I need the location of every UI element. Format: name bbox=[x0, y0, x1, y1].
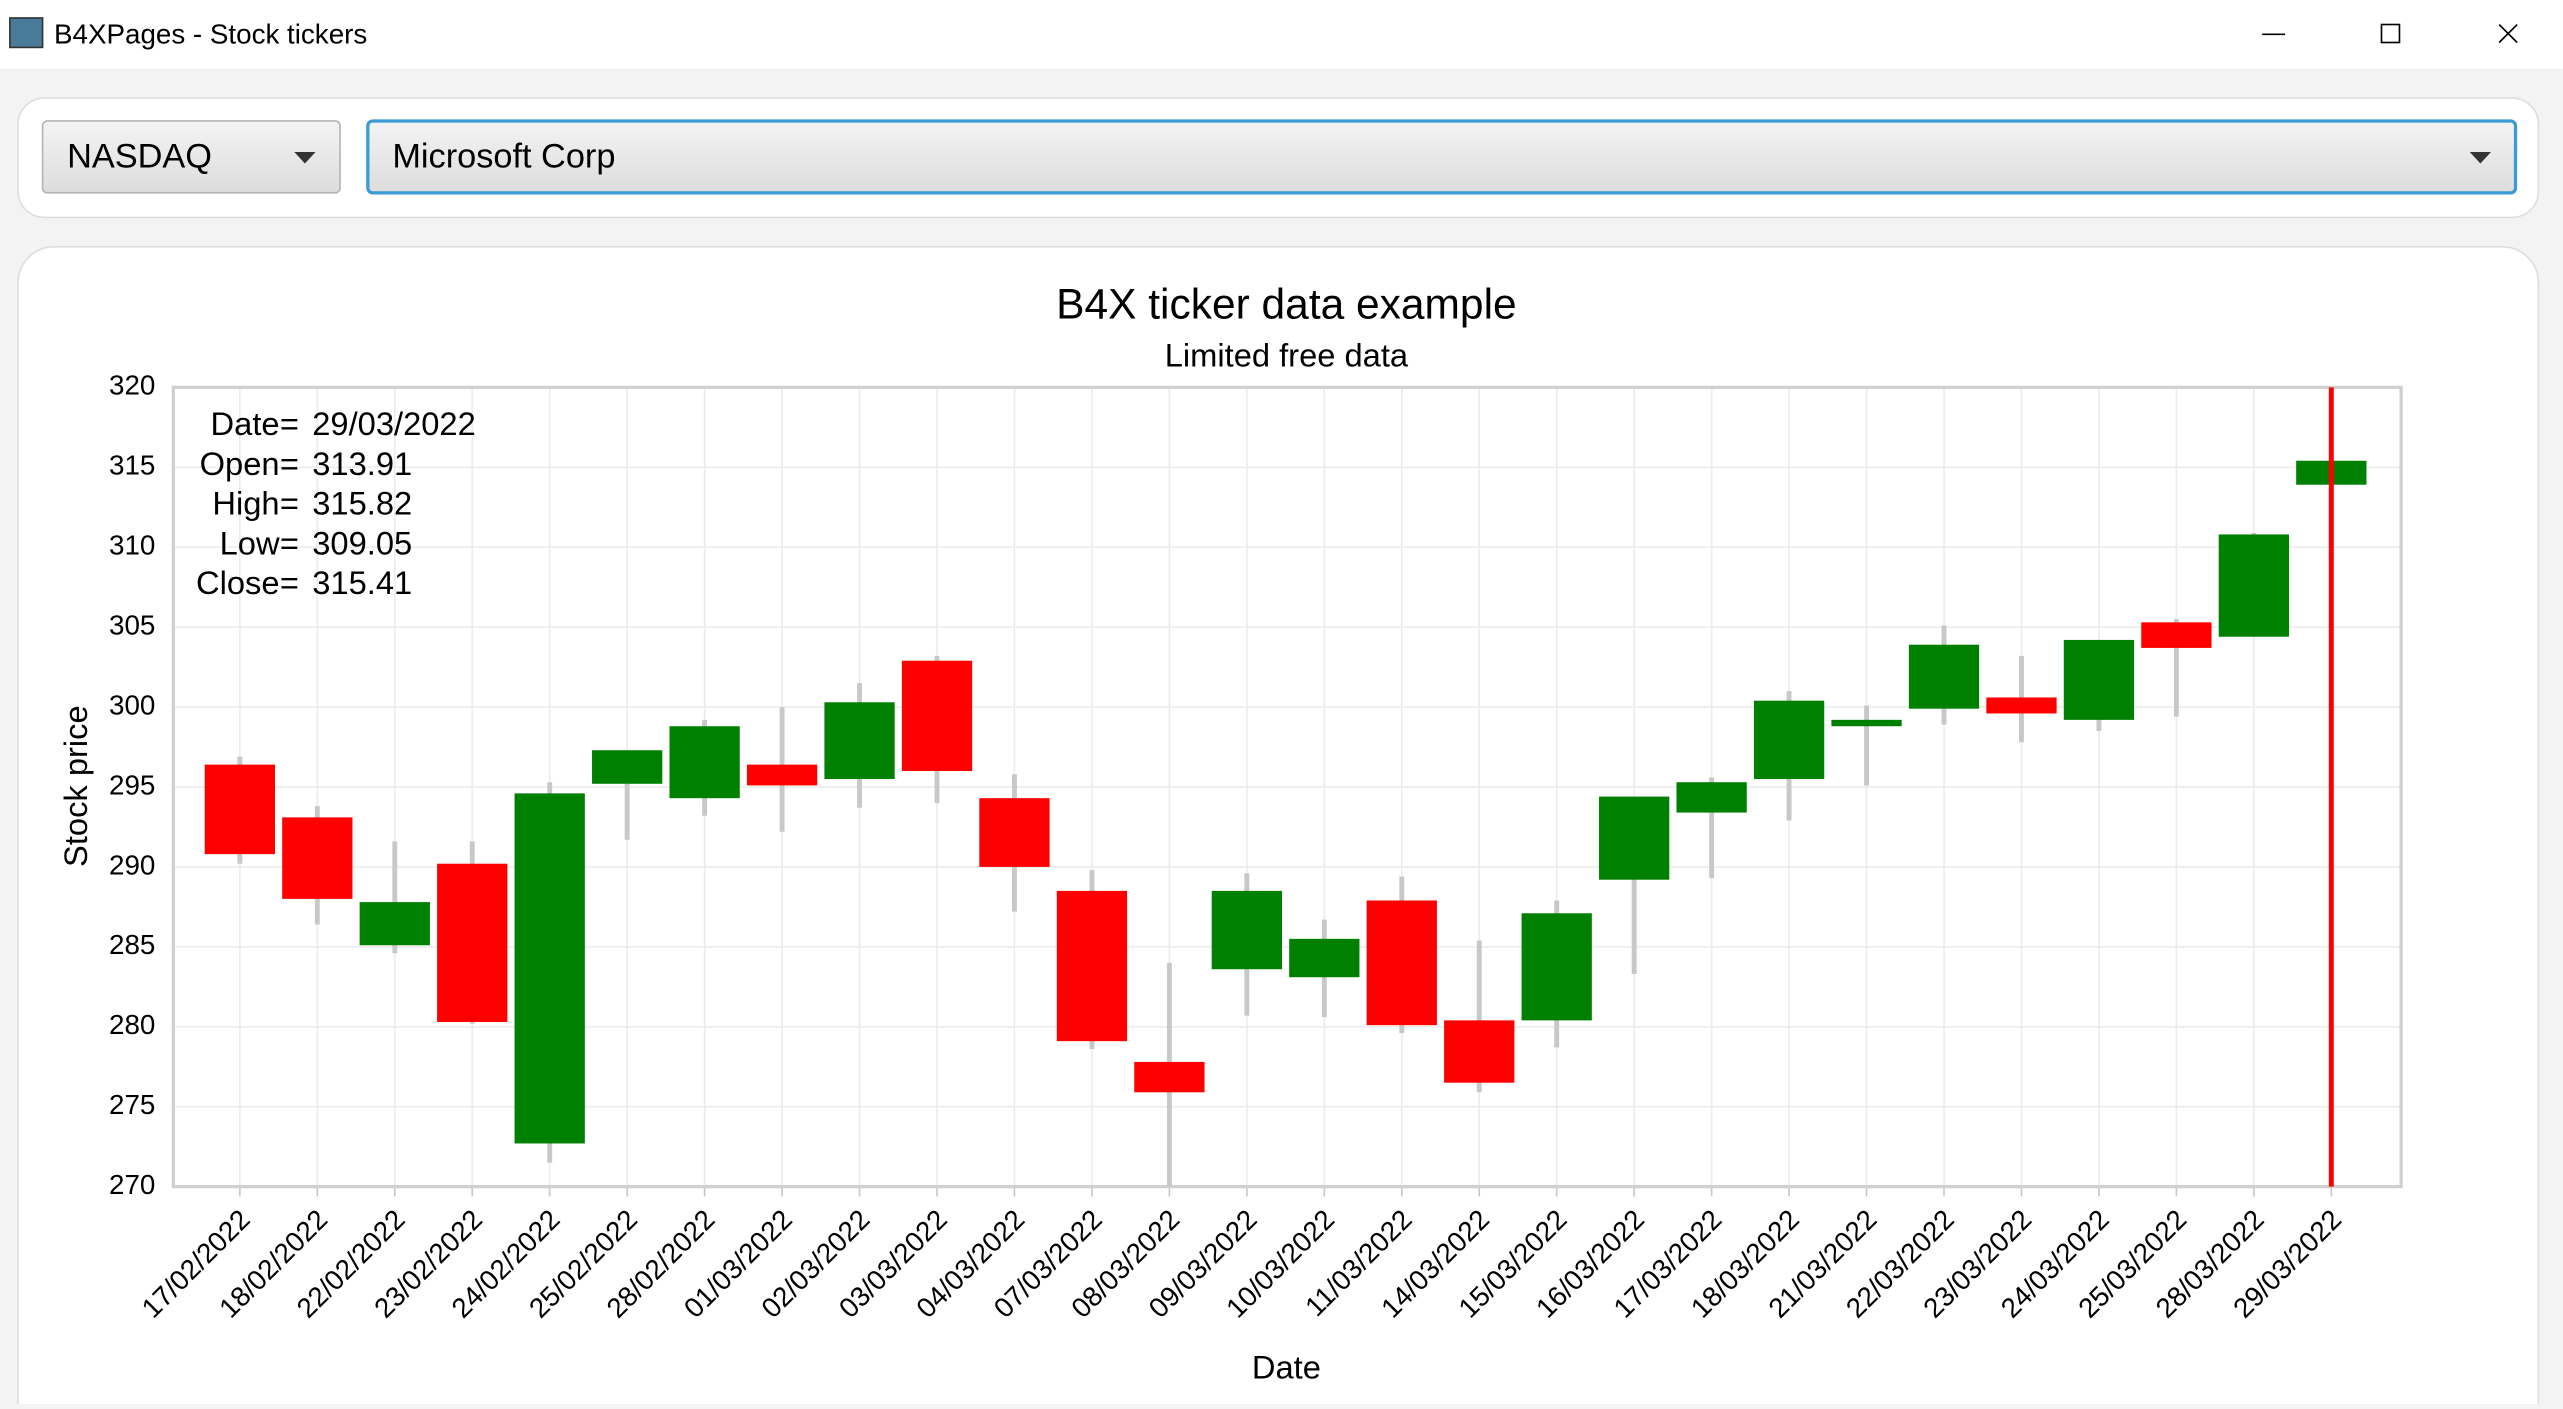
close-button[interactable] bbox=[2498, 23, 2518, 44]
y-tick-label: 305 bbox=[109, 609, 155, 640]
y-tick-label: 315 bbox=[109, 450, 155, 481]
candle-body bbox=[514, 793, 585, 1144]
candle-body bbox=[1366, 900, 1437, 1026]
candle-body bbox=[1986, 697, 2057, 714]
tooltip-value: 309.05 bbox=[312, 524, 412, 561]
candle-body bbox=[592, 750, 663, 784]
tooltip-separator: = bbox=[280, 524, 299, 561]
y-axis-label: Stock price bbox=[57, 705, 94, 867]
tooltip-value: 29/03/2022 bbox=[312, 405, 476, 442]
candle-body bbox=[437, 863, 508, 1022]
candle-body bbox=[1211, 890, 1282, 970]
tooltip-separator: = bbox=[280, 485, 299, 522]
candle-body bbox=[1753, 700, 1825, 779]
tooltip-separator: = bbox=[280, 564, 299, 601]
candle-body bbox=[2141, 622, 2212, 648]
candle-body bbox=[1831, 719, 1902, 727]
candle-body bbox=[1676, 782, 1747, 813]
x-axis-label: Date bbox=[1252, 1348, 1321, 1385]
tooltip-value: 313.91 bbox=[312, 445, 412, 482]
tooltip-label: High bbox=[212, 485, 279, 522]
y-tick-label: 275 bbox=[109, 1089, 155, 1120]
chart-panel bbox=[17, 245, 2540, 1409]
maximize-button[interactable] bbox=[2380, 23, 2401, 44]
y-tick-label: 300 bbox=[109, 689, 155, 720]
plot-frame bbox=[171, 385, 2403, 1189]
candle-body bbox=[204, 764, 275, 855]
company-dropdown[interactable] bbox=[366, 119, 2518, 195]
app-icon bbox=[9, 17, 44, 49]
dropdown-arrow bbox=[294, 152, 316, 164]
candle-body bbox=[2063, 639, 2135, 720]
y-tick-label: 295 bbox=[109, 769, 155, 800]
tooltip-label: Low bbox=[220, 524, 280, 561]
y-tick-label: 320 bbox=[109, 370, 155, 401]
candle-body bbox=[1444, 1020, 1515, 1083]
candle-body bbox=[824, 702, 895, 779]
y-tick-label: 285 bbox=[109, 929, 155, 960]
candle-body bbox=[1908, 644, 1980, 709]
exchange-dropdown[interactable] bbox=[41, 120, 341, 194]
candle-body bbox=[746, 764, 818, 786]
chart-title: B4X ticker data example bbox=[1056, 281, 1516, 328]
tooltip-separator: = bbox=[280, 445, 299, 482]
candle-body bbox=[1056, 890, 1128, 1042]
y-tick-label: 270 bbox=[109, 1169, 155, 1200]
chart-subtitle: Limited free data bbox=[1165, 337, 1409, 374]
window-title: B4XPages - Stock tickers bbox=[54, 18, 367, 49]
tooltip-label: Close bbox=[196, 564, 280, 601]
candle-body bbox=[282, 817, 353, 899]
candle-body bbox=[1289, 938, 1360, 978]
candle-body bbox=[2218, 534, 2289, 637]
tooltip-value: 315.41 bbox=[312, 564, 412, 601]
y-tick-label: 280 bbox=[109, 1009, 155, 1040]
candle-body bbox=[359, 902, 430, 946]
candle-body bbox=[1521, 913, 1592, 1021]
tooltip-label: Date bbox=[211, 405, 280, 442]
tooltip-value: 315.82 bbox=[312, 485, 412, 522]
candle-body bbox=[979, 798, 1050, 867]
y-tick-label: 290 bbox=[109, 849, 155, 880]
company-value: Microsoft Corp bbox=[392, 138, 615, 176]
candle-body bbox=[901, 660, 973, 772]
candle-body bbox=[669, 726, 740, 799]
exchange-value: NASDAQ bbox=[67, 138, 212, 176]
tooltip-label: Open bbox=[200, 445, 280, 482]
title-bar bbox=[0, 0, 2563, 69]
candle-body bbox=[1599, 796, 1670, 880]
y-tick-label: 310 bbox=[109, 530, 155, 561]
tooltip-separator: = bbox=[280, 405, 299, 442]
candle-body bbox=[1134, 1061, 1205, 1093]
dropdown-arrow bbox=[2469, 152, 2491, 164]
